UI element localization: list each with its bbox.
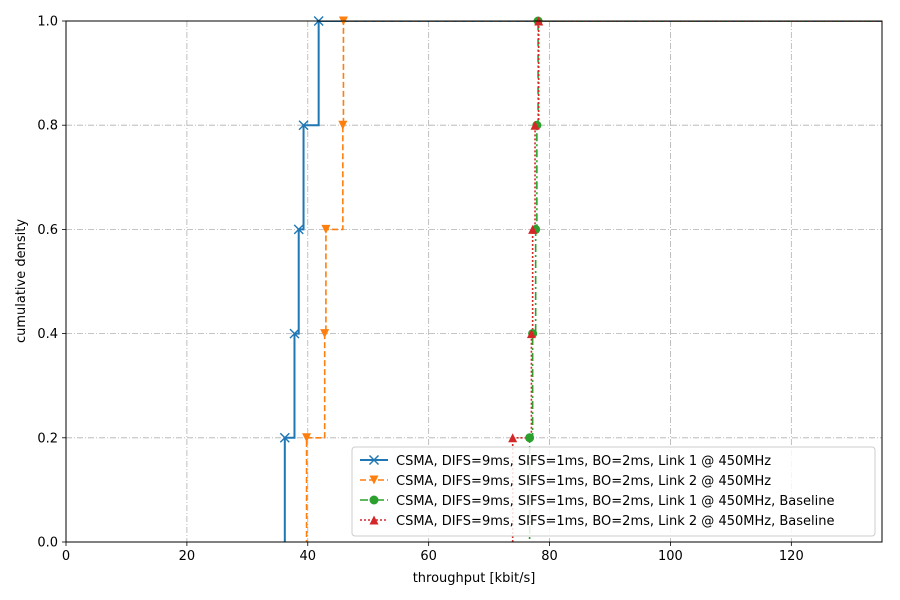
x-marker xyxy=(293,224,304,235)
x-marker-stroke xyxy=(369,455,379,465)
x-axis-label: throughput [kbit/s] xyxy=(413,571,536,586)
y-tick-label: 0.6 xyxy=(37,223,58,238)
x-marker-stroke xyxy=(289,328,300,339)
triangle-up-marker xyxy=(508,433,518,443)
circle-marker xyxy=(525,433,535,443)
triangle-up-marker xyxy=(369,515,379,525)
x-marker-stroke xyxy=(293,224,304,235)
triangle-up-marker xyxy=(528,224,538,234)
y-tick-label: 0.4 xyxy=(37,327,58,342)
triangle-down-marker xyxy=(369,475,379,485)
circle-marker xyxy=(369,495,379,505)
legend-label: CSMA, DIFS=9ms, SIFS=1ms, BO=2ms, Link 2… xyxy=(396,474,771,489)
legend: CSMA, DIFS=9ms, SIFS=1ms, BO=2ms, Link 1… xyxy=(351,446,876,537)
legend-box xyxy=(351,446,876,537)
triangle-down-marker xyxy=(338,120,348,130)
x-tick-label: 20 xyxy=(179,549,196,564)
x-marker xyxy=(369,455,379,465)
triangle-down-marker xyxy=(320,329,330,339)
y-tick-label: 0.2 xyxy=(37,431,58,446)
triangle-up-marker xyxy=(526,329,536,339)
y-axis-label: cumulative density xyxy=(14,219,29,343)
y-tick-label: 0.8 xyxy=(37,119,58,134)
y-tick-label: 0.0 xyxy=(37,536,58,551)
x-tick-label: 100 xyxy=(658,549,683,564)
x-marker xyxy=(279,432,290,443)
legend-label: CSMA, DIFS=9ms, SIFS=1ms, BO=2ms, Link 2… xyxy=(396,514,834,529)
x-tick-label: 120 xyxy=(779,549,804,564)
plot-frame xyxy=(65,20,883,543)
y-tick-label: 1.0 xyxy=(37,15,58,30)
x-marker-stroke xyxy=(298,120,309,131)
x-tick-label: 60 xyxy=(420,549,437,564)
legend-label: CSMA, DIFS=9ms, SIFS=1ms, BO=2ms, Link 1… xyxy=(396,494,834,509)
ticks: 0 20 40 60 80 100 120 0.0 0.2 0.4 0.6 0.8 1.0 xyxy=(37,15,803,565)
triangle-up-marker xyxy=(530,120,540,130)
x-tick-label: 0 xyxy=(62,549,70,564)
x-tick-label: 80 xyxy=(541,549,558,564)
x-tick-label: 40 xyxy=(300,549,317,564)
triangle-down-marker xyxy=(321,224,331,234)
x-marker xyxy=(289,328,300,339)
x-marker-stroke xyxy=(279,432,290,443)
triangle-down-marker xyxy=(302,433,312,443)
marker-layer xyxy=(279,16,544,443)
x-marker xyxy=(298,120,309,131)
legend-label: CSMA, DIFS=9ms, SIFS=1ms, BO=2ms, Link 1… xyxy=(396,454,771,469)
